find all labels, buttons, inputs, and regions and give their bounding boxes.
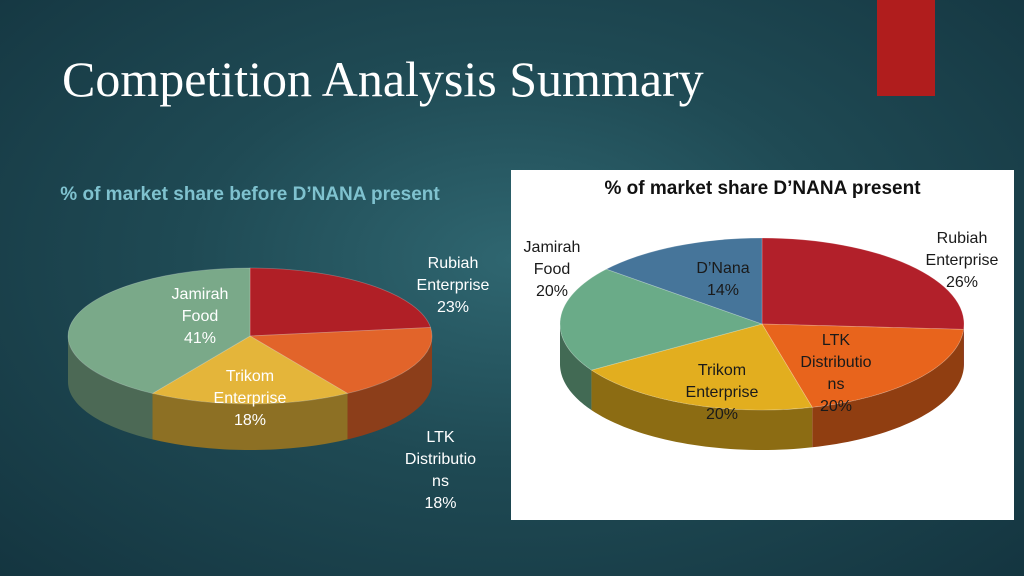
pie-side-ltk-distributions — [812, 329, 964, 448]
chart2-title: % of market share D’NANA present — [604, 178, 921, 199]
pie-slice-jamirah-food — [67, 267, 251, 394]
pie-side-trikom-enterprise — [591, 370, 813, 450]
pie-side-ltk-distributions — [347, 336, 432, 440]
pie1-label-jamirah: Jamirah Food 41% — [171, 286, 229, 347]
pie-slice-jamirah-food — [559, 268, 764, 371]
pie-slice-d-nana — [605, 237, 763, 325]
pie2-label-trikom: Trikom Enterprise 20% — [685, 362, 759, 423]
pie-slice-trikom-enterprise — [590, 323, 813, 411]
pie-slice-ltk-distributions — [761, 323, 965, 408]
pie2-label-jamirah: Jamirah Food 20% — [523, 239, 581, 300]
pie2-label-dnana: D’Nana 14% — [696, 260, 750, 299]
pie1-label-rubiah: Rubiah Enterprise 23% — [416, 255, 490, 316]
pie2-label-ltk: LTK Distributio ns 20% — [800, 332, 872, 415]
pie-slice-trikom-enterprise — [151, 335, 349, 405]
chart1-title: % of market share before D’NANA present — [60, 184, 440, 205]
slide-title: Competition Analysis Summary — [62, 51, 704, 107]
pie1-label-ltk: LTK Distributio ns 18% — [404, 429, 477, 512]
pie-slice-rubiah-enterprise — [761, 237, 965, 330]
pie-side-jamirah-food — [560, 324, 592, 411]
pie-slice-ltk-distributions — [248, 327, 433, 394]
pie-side-jamirah-food — [68, 336, 153, 440]
pie1-label-trikom: Trikom Enterprise 18% — [213, 368, 287, 429]
pie2-label-rubiah: Rubiah Enterprise 26% — [925, 230, 999, 291]
accent-bar — [877, 0, 935, 96]
pie-side-trikom-enterprise — [152, 393, 348, 450]
pie-slice-rubiah-enterprise — [249, 267, 432, 337]
